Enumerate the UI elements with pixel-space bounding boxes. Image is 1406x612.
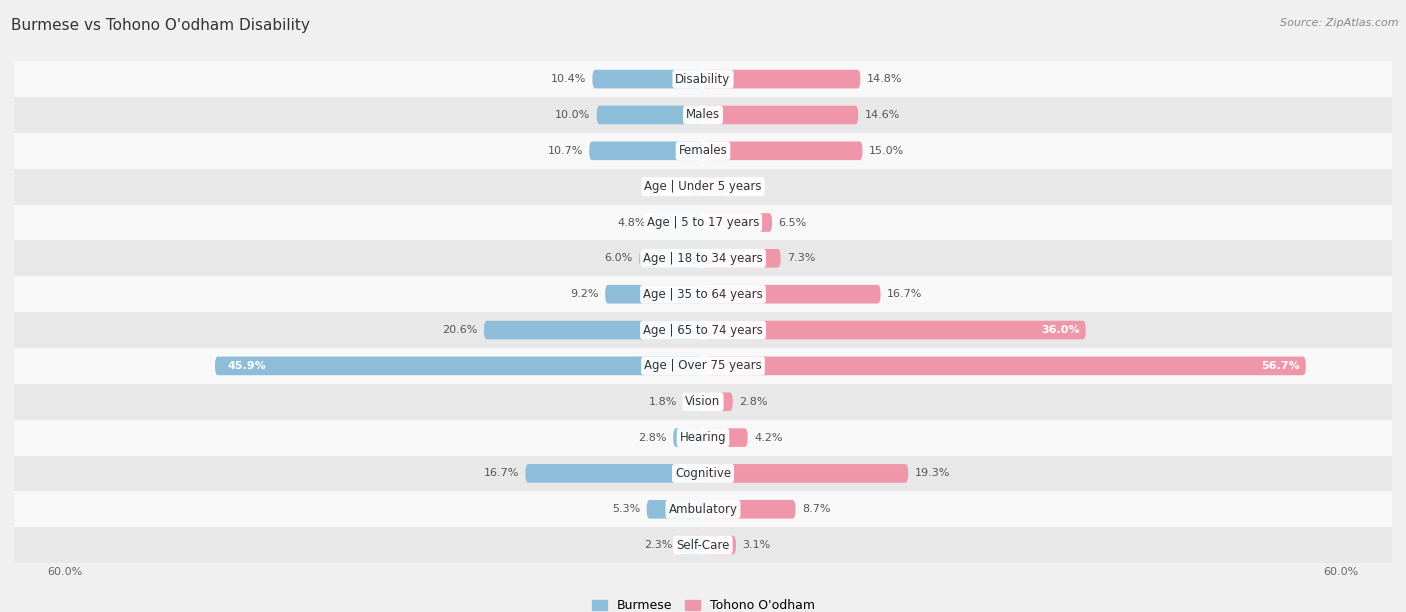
Text: Age | 18 to 34 years: Age | 18 to 34 years [643, 252, 763, 265]
FancyBboxPatch shape [589, 141, 703, 160]
FancyBboxPatch shape [703, 357, 1306, 375]
Text: 20.6%: 20.6% [443, 325, 478, 335]
FancyBboxPatch shape [484, 321, 703, 340]
Text: Age | 5 to 17 years: Age | 5 to 17 years [647, 216, 759, 229]
FancyBboxPatch shape [679, 536, 703, 554]
FancyBboxPatch shape [703, 464, 908, 483]
FancyBboxPatch shape [683, 392, 703, 411]
Bar [0, 97, 1406, 133]
Text: 4.2%: 4.2% [754, 433, 783, 442]
FancyBboxPatch shape [605, 285, 703, 304]
FancyBboxPatch shape [703, 285, 880, 304]
Bar [0, 61, 1406, 97]
Text: 1.1%: 1.1% [657, 182, 685, 192]
Text: Burmese vs Tohono O'odham Disability: Burmese vs Tohono O'odham Disability [11, 18, 311, 34]
Text: Ambulatory: Ambulatory [668, 503, 738, 516]
Text: 2.8%: 2.8% [740, 397, 768, 407]
FancyBboxPatch shape [703, 213, 772, 232]
Text: 10.0%: 10.0% [555, 110, 591, 120]
Text: 56.7%: 56.7% [1261, 361, 1299, 371]
FancyBboxPatch shape [652, 213, 703, 232]
FancyBboxPatch shape [215, 357, 703, 375]
Text: 7.3%: 7.3% [787, 253, 815, 263]
Text: 6.5%: 6.5% [779, 217, 807, 228]
Text: 6.0%: 6.0% [605, 253, 633, 263]
Text: 14.8%: 14.8% [866, 74, 903, 84]
Text: 14.6%: 14.6% [865, 110, 900, 120]
Bar [0, 348, 1406, 384]
FancyBboxPatch shape [703, 70, 860, 89]
FancyBboxPatch shape [703, 392, 733, 411]
Text: Age | 35 to 64 years: Age | 35 to 64 years [643, 288, 763, 300]
Bar [0, 204, 1406, 241]
Legend: Burmese, Tohono O'odham: Burmese, Tohono O'odham [586, 594, 820, 612]
FancyBboxPatch shape [703, 536, 735, 554]
Text: 16.7%: 16.7% [484, 468, 519, 479]
FancyBboxPatch shape [592, 70, 703, 89]
Text: Self-Care: Self-Care [676, 539, 730, 551]
Text: Age | Over 75 years: Age | Over 75 years [644, 359, 762, 372]
Text: 19.3%: 19.3% [914, 468, 950, 479]
Text: Disability: Disability [675, 73, 731, 86]
Text: 2.8%: 2.8% [638, 433, 666, 442]
FancyBboxPatch shape [703, 177, 727, 196]
FancyBboxPatch shape [703, 500, 796, 518]
Text: Age | 65 to 74 years: Age | 65 to 74 years [643, 324, 763, 337]
FancyBboxPatch shape [703, 141, 862, 160]
FancyBboxPatch shape [526, 464, 703, 483]
FancyBboxPatch shape [640, 249, 703, 267]
Bar [0, 455, 1406, 491]
Text: Hearing: Hearing [679, 431, 727, 444]
Text: 36.0%: 36.0% [1040, 325, 1080, 335]
Text: 2.2%: 2.2% [733, 182, 761, 192]
Text: 10.7%: 10.7% [547, 146, 583, 156]
FancyBboxPatch shape [703, 106, 858, 124]
Bar [0, 133, 1406, 169]
FancyBboxPatch shape [647, 500, 703, 518]
Bar [0, 276, 1406, 312]
Text: 8.7%: 8.7% [801, 504, 831, 514]
Text: Source: ZipAtlas.com: Source: ZipAtlas.com [1281, 18, 1399, 28]
Bar [0, 420, 1406, 455]
Text: Females: Females [679, 144, 727, 157]
Text: 1.8%: 1.8% [650, 397, 678, 407]
Bar [0, 384, 1406, 420]
Text: 10.4%: 10.4% [551, 74, 586, 84]
FancyBboxPatch shape [596, 106, 703, 124]
Bar [0, 491, 1406, 527]
Text: 2.3%: 2.3% [644, 540, 672, 550]
Text: 3.1%: 3.1% [742, 540, 770, 550]
FancyBboxPatch shape [703, 249, 780, 267]
FancyBboxPatch shape [692, 177, 703, 196]
Text: Age | Under 5 years: Age | Under 5 years [644, 180, 762, 193]
Text: 5.3%: 5.3% [612, 504, 640, 514]
Text: 45.9%: 45.9% [228, 361, 267, 371]
Bar [0, 169, 1406, 204]
Text: Cognitive: Cognitive [675, 467, 731, 480]
Text: 15.0%: 15.0% [869, 146, 904, 156]
FancyBboxPatch shape [703, 321, 1085, 340]
Text: 9.2%: 9.2% [571, 289, 599, 299]
Bar [0, 312, 1406, 348]
Text: 16.7%: 16.7% [887, 289, 922, 299]
FancyBboxPatch shape [703, 428, 748, 447]
Text: 4.8%: 4.8% [617, 217, 645, 228]
FancyBboxPatch shape [673, 428, 703, 447]
Bar [0, 527, 1406, 563]
Bar [0, 241, 1406, 276]
Text: Males: Males [686, 108, 720, 121]
Text: Vision: Vision [685, 395, 721, 408]
